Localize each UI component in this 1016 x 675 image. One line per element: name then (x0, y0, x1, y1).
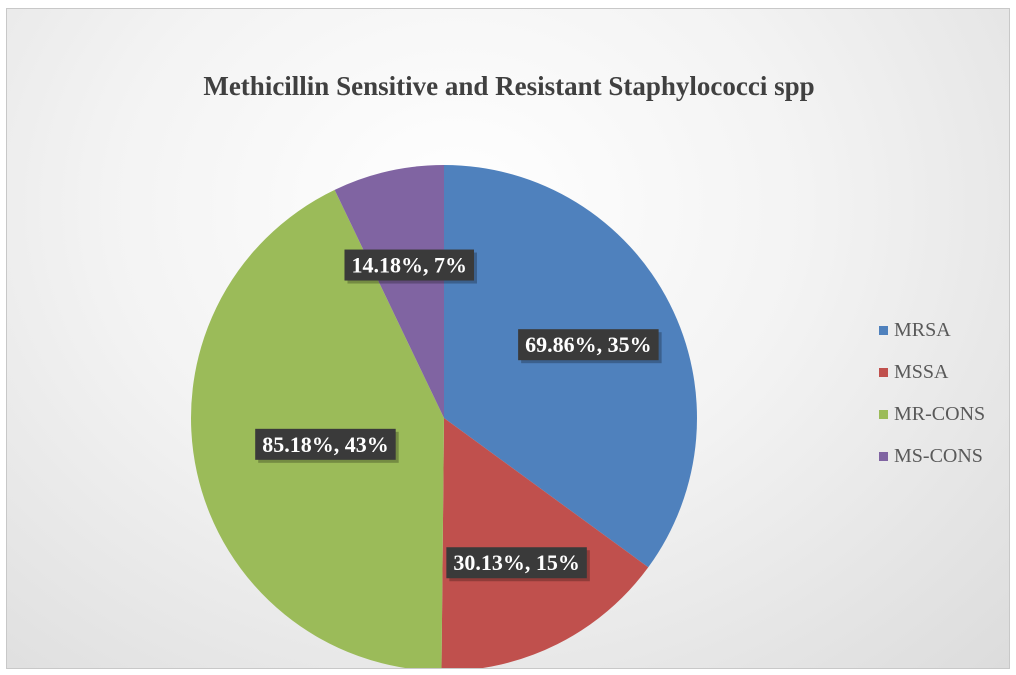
data-label-ms-cons: 14.18%, 7% (351, 253, 467, 278)
legend-label-mrsa: MRSA (894, 318, 951, 341)
legend-label-mssa: MSSA (894, 360, 949, 383)
data-label-box-mrsa (518, 329, 659, 361)
pie-slice-mrsa (444, 165, 697, 568)
data-label-mr-cons: 85.18%, 43% (262, 432, 389, 457)
data-label-box-mr-cons (255, 428, 396, 460)
legend-swatch-mrsa (879, 325, 888, 335)
pie-slice-mssa (441, 418, 649, 668)
legend-swatch-mssa (879, 367, 888, 377)
legend-item-mrsa: MRSA (879, 309, 985, 351)
data-label-box-mssa (446, 547, 587, 579)
data-label-mssa: 30.13%, 15% (453, 550, 580, 575)
pie-chart: 69.86%, 35% 30.13%, 15% 85.18%, 43% 14.18%,… (191, 165, 697, 668)
chart-title: Methicillin Sensitive and Resistant Stap… (203, 71, 815, 101)
legend-item-ms-cons: MS-CONS (879, 435, 985, 477)
chart-area: Methicillin Sensitive and Resistant Stap… (6, 8, 1010, 669)
legend-label-ms-cons: MS-CONS (894, 444, 983, 467)
legend-swatch-ms-cons (879, 451, 888, 461)
legend-swatch-mr-cons (879, 409, 888, 419)
data-label-box-ms-cons (344, 249, 474, 281)
legend-item-mr-cons: MR-CONS (879, 393, 985, 435)
legend: MRSA MSSA MR-CONS MS-CONS (879, 309, 985, 477)
legend-label-mr-cons: MR-CONS (894, 402, 986, 425)
pie-slice-ms-cons (334, 165, 444, 418)
legend-item-mssa: MSSA (879, 351, 985, 393)
data-label-mrsa: 69.86%, 35% (525, 332, 652, 357)
